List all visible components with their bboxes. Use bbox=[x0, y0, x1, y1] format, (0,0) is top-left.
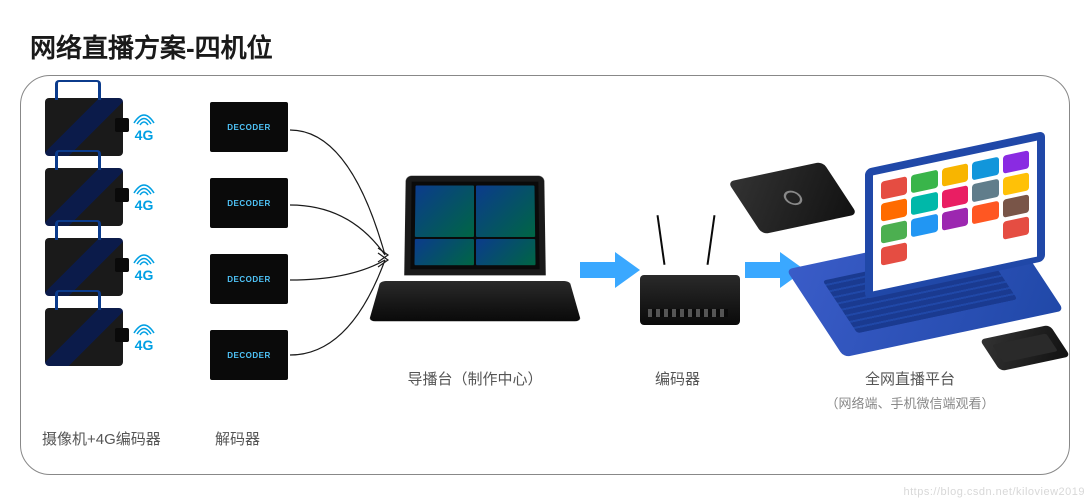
decoder-label: 解码器 bbox=[215, 428, 260, 449]
app-icon bbox=[1003, 172, 1029, 196]
wireless-icon: 4G bbox=[133, 251, 155, 283]
antenna-icon bbox=[707, 215, 716, 265]
wireless-label: 4G bbox=[135, 127, 154, 143]
app-icon bbox=[1003, 216, 1029, 240]
arrow-icon bbox=[580, 250, 640, 290]
app-icon bbox=[942, 229, 968, 253]
app-icon bbox=[911, 192, 937, 216]
page-title: 网络直播方案-四机位 bbox=[30, 28, 273, 65]
wireless-label: 4G bbox=[135, 337, 154, 353]
wireless-icon: 4G bbox=[133, 111, 155, 143]
decoder-column bbox=[210, 102, 288, 380]
app-icon bbox=[911, 214, 937, 238]
camera-row: 4G bbox=[45, 238, 155, 296]
platform-sublabel: （网络端、手机微信端观看） bbox=[790, 393, 1030, 412]
camera-icon bbox=[45, 308, 123, 366]
camera-label: 摄像机+4G编码器 bbox=[42, 428, 161, 449]
app-icon bbox=[972, 201, 998, 225]
camera-row: 4G bbox=[45, 308, 155, 366]
camera-row: 4G bbox=[45, 98, 155, 156]
antenna-icon bbox=[657, 215, 666, 265]
app-icon bbox=[911, 170, 937, 194]
decoder-icon bbox=[210, 178, 288, 228]
camera-icon bbox=[45, 98, 123, 156]
app-icon bbox=[881, 176, 907, 200]
camera-column: 4G 4G 4G 4G bbox=[45, 98, 155, 366]
app-icon bbox=[881, 220, 907, 244]
app-icon bbox=[972, 179, 998, 203]
decoder-icon bbox=[210, 102, 288, 152]
app-icon bbox=[942, 185, 968, 209]
app-icon bbox=[881, 242, 907, 266]
director-label: 导播台（制作中心） bbox=[395, 368, 555, 389]
app-icon bbox=[1003, 150, 1029, 174]
camera-icon bbox=[45, 238, 123, 296]
encoder-icon bbox=[640, 215, 740, 325]
watermark: https://blog.csdn.net/kiloview2019 bbox=[904, 486, 1086, 498]
encoder-label: 编码器 bbox=[655, 368, 700, 389]
director-station-icon bbox=[375, 175, 575, 335]
wireless-label: 4G bbox=[135, 267, 154, 283]
encoder-body bbox=[640, 275, 740, 325]
director-base bbox=[369, 281, 581, 321]
app-icon bbox=[942, 163, 968, 187]
app-icon bbox=[881, 198, 907, 222]
director-screen bbox=[404, 176, 546, 276]
wireless-icon: 4G bbox=[133, 321, 155, 353]
platform-title: 全网直播平台 bbox=[790, 368, 1030, 389]
app-icon bbox=[972, 157, 998, 181]
app-icon bbox=[972, 223, 998, 247]
app-icon bbox=[911, 236, 937, 260]
wireless-label: 4G bbox=[135, 197, 154, 213]
wireless-icon: 4G bbox=[133, 181, 155, 213]
app-icon bbox=[1003, 194, 1029, 218]
laptop-icon bbox=[815, 150, 1045, 350]
app-icon bbox=[942, 207, 968, 231]
camera-icon bbox=[45, 168, 123, 226]
decoder-icon bbox=[210, 254, 288, 304]
decoder-icon bbox=[210, 330, 288, 380]
platform-label: 全网直播平台 （网络端、手机微信端观看） bbox=[790, 368, 1030, 412]
camera-row: 4G bbox=[45, 168, 155, 226]
